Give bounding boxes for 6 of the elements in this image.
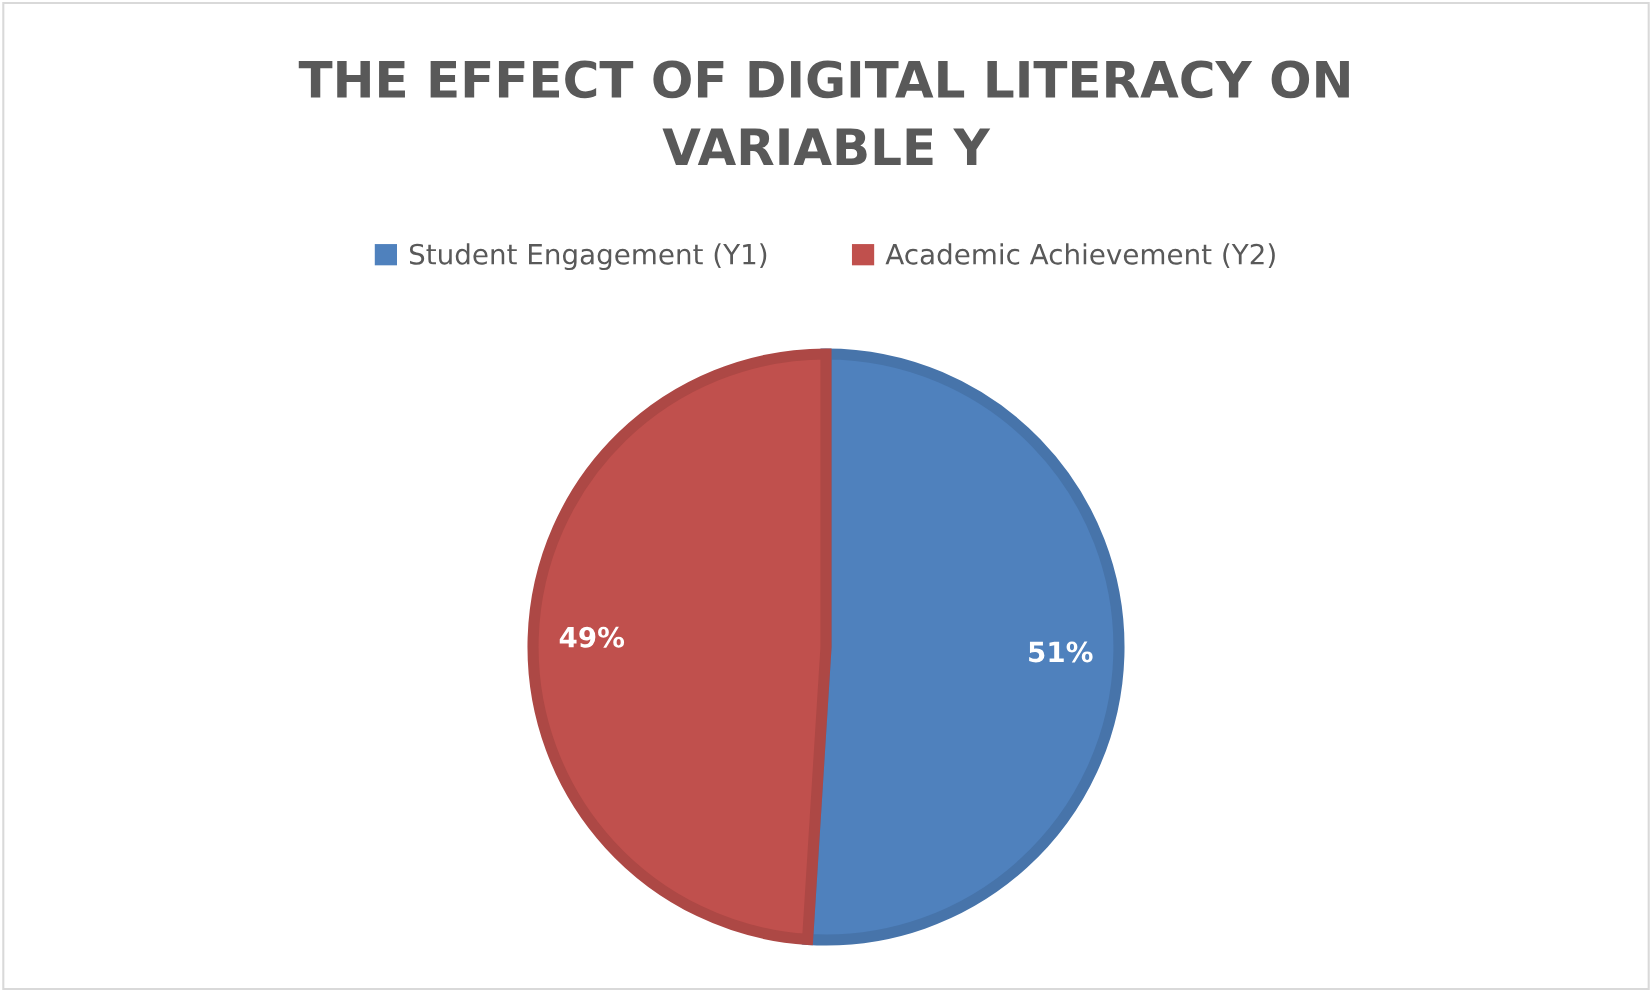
legend-label: Student Engagement (Y1) — [409, 243, 767, 271]
data-label: 49% — [559, 626, 625, 648]
chart-title: THE EFFECT OF DIGITAL LITERACY ON VARIABLE Y — [298, 60, 1349, 165]
pie-slice — [527, 348, 832, 945]
data-label: 51% — [1029, 641, 1093, 663]
legend-label: Academic Achievement (Y2) — [885, 243, 1275, 269]
